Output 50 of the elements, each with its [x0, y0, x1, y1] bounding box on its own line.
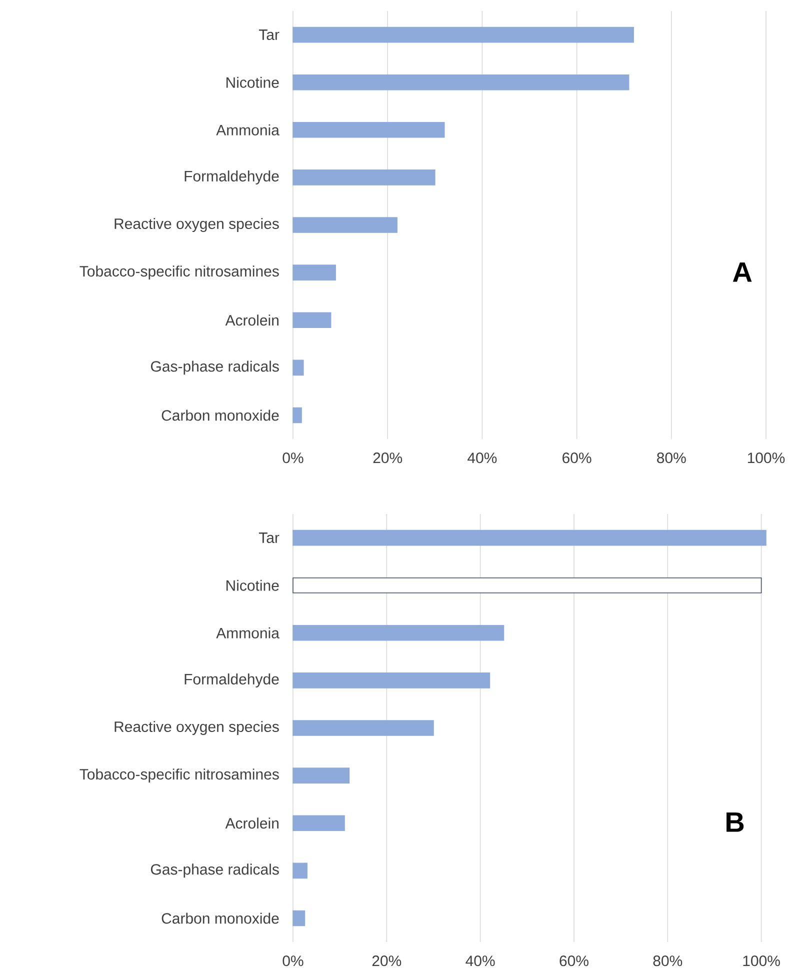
bar	[292, 862, 308, 879]
x-tick-label: 80%	[653, 956, 682, 966]
bar	[292, 74, 630, 90]
y-tick-label: Tar	[258, 30, 280, 40]
y-tick-label: Ammonia	[216, 124, 280, 136]
y-tick-label: Nicotine	[226, 76, 279, 88]
y-tick-label: Formaldehyde	[184, 170, 279, 184]
bar	[292, 625, 504, 641]
bar	[292, 672, 490, 688]
x-tick-label: 100%	[743, 956, 780, 966]
bar	[292, 26, 634, 43]
x-tick-label: 40%	[468, 452, 497, 464]
bar	[292, 360, 304, 376]
y-tick-label: Ammonia	[216, 627, 280, 638]
bar	[292, 217, 398, 233]
x-tick-label: 60%	[560, 956, 588, 966]
y-tick-label: Gas-phase radicals	[150, 864, 279, 878]
bar	[292, 122, 445, 138]
y-tick-label: Reactive oxygen species	[114, 218, 279, 232]
bar	[292, 170, 436, 186]
x-tick-label: 100%	[748, 452, 785, 464]
bar	[292, 264, 336, 280]
y-tick-label: Tobacco-specific nitrosamines	[80, 768, 279, 783]
x-tick-label: 80%	[657, 452, 686, 464]
x-tick-label: 0%	[282, 956, 304, 966]
bar	[292, 577, 762, 594]
bar	[292, 312, 332, 328]
x-tick-label: 20%	[373, 452, 402, 464]
x-tick-label: 20%	[372, 956, 402, 966]
y-tick-label: Reactive oxygen species	[114, 721, 279, 735]
y-tick-label: Acrolein	[225, 314, 278, 326]
x-tick-label: 40%	[466, 956, 495, 966]
y-tick-label: Tar	[258, 532, 280, 544]
bar	[292, 768, 350, 784]
bar	[292, 910, 306, 926]
annotation: A	[732, 262, 752, 282]
y-tick-label: Gas-phase radicals	[150, 360, 279, 375]
y-tick-label: Tobacco-specific nitrosamines	[80, 266, 279, 280]
y-tick-label: Carbon monoxide	[162, 410, 279, 421]
bar	[292, 407, 302, 424]
y-tick-label: Formaldehyde	[184, 673, 279, 688]
bar	[292, 530, 766, 546]
x-tick-label: 60%	[562, 452, 592, 464]
y-tick-label: Carbon monoxide	[162, 912, 279, 924]
annotation: B	[726, 812, 744, 832]
x-tick-label: 0%	[282, 452, 304, 464]
bar	[292, 720, 434, 736]
bar	[292, 815, 345, 832]
y-tick-label: Nicotine	[226, 580, 279, 591]
y-tick-label: Acrolein	[225, 818, 278, 829]
